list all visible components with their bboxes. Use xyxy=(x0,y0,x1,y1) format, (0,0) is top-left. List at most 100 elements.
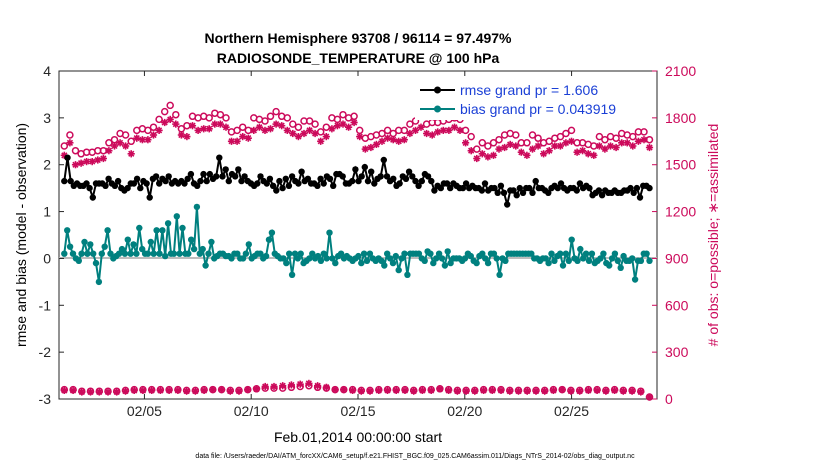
rmse-point xyxy=(320,180,327,187)
bias-point xyxy=(78,250,85,257)
rmse-point xyxy=(380,156,387,164)
rmse-point xyxy=(89,194,97,201)
bias-point xyxy=(75,257,83,264)
assimilated-count-bottom-point xyxy=(637,388,645,396)
bias-point xyxy=(173,213,180,220)
assimilated-count-point xyxy=(495,145,503,153)
rmse-point xyxy=(554,184,561,192)
assimilated-count-bottom-point xyxy=(314,382,322,390)
assimilated-count-point xyxy=(94,156,102,164)
bias-point xyxy=(366,250,374,257)
assimilated-count-point xyxy=(456,126,464,134)
assimilated-count-bottom-point xyxy=(349,386,357,394)
assimilated-count-bottom-point xyxy=(514,387,523,395)
bias-point xyxy=(262,252,270,260)
assimilated-count-point xyxy=(601,145,609,153)
bias-point xyxy=(280,255,287,262)
assimilated-count-bottom-point xyxy=(611,386,619,394)
rmse-point xyxy=(526,184,533,192)
assimilated-count-bottom-point xyxy=(383,386,392,394)
assimilated-count-point xyxy=(333,122,341,130)
bias-point xyxy=(617,264,624,271)
rmse-point xyxy=(636,194,644,201)
rmse-point xyxy=(269,182,277,189)
bias-point xyxy=(121,250,129,257)
assimilated-count-bottom-point xyxy=(305,379,313,387)
assimilated-count-point xyxy=(205,125,213,133)
assimilated-count-bottom-point xyxy=(445,386,453,394)
possible-count-point xyxy=(495,135,503,144)
assimilated-count-point xyxy=(216,120,224,128)
possible-count-point xyxy=(172,110,180,119)
rmse-point xyxy=(146,194,153,201)
rmse-point xyxy=(238,177,245,185)
bias-point xyxy=(283,259,290,267)
rmse-point xyxy=(330,182,337,189)
bias-point xyxy=(528,250,535,257)
bias-point xyxy=(363,257,371,264)
bias-point xyxy=(153,227,160,234)
bias-point xyxy=(637,257,645,264)
possible-count-point xyxy=(534,134,542,142)
assimilated-count-point xyxy=(428,131,436,139)
assimilated-count-point xyxy=(339,120,347,128)
rmse-point xyxy=(412,177,419,185)
assimilated-count-point xyxy=(467,147,475,155)
rmse-point xyxy=(266,175,274,182)
assimilated-count-point xyxy=(278,122,286,130)
assimilated-count-bottom-point xyxy=(497,386,505,394)
rmse-point xyxy=(390,175,397,182)
assimilated-count-point xyxy=(579,147,587,155)
rmse-point xyxy=(241,173,248,180)
bias-point xyxy=(542,255,549,262)
assimilated-count-bottom-point xyxy=(593,386,601,394)
assimilated-count-point xyxy=(473,154,481,163)
assimilated-count-point xyxy=(306,126,314,134)
bias-point xyxy=(162,252,169,260)
assimilated-count-bottom-point xyxy=(261,382,269,391)
assimilated-count-bottom-point xyxy=(576,387,584,395)
possible-count-point xyxy=(272,107,280,116)
bias-point xyxy=(150,250,157,257)
assimilated-count-point xyxy=(361,145,369,153)
bias-point xyxy=(608,255,616,262)
assimilated-count-point xyxy=(328,125,336,133)
y-left-tick-label: -2 xyxy=(39,344,52,360)
rmse-point xyxy=(396,180,403,187)
rmse-point xyxy=(282,175,289,182)
rmse-point xyxy=(431,187,438,194)
assimilated-count-point xyxy=(133,134,141,142)
assimilated-count-point xyxy=(300,129,308,138)
assimilated-count-bottom-point xyxy=(549,386,557,394)
rmse-point xyxy=(304,175,312,182)
assimilated-count-bottom-point xyxy=(60,386,68,394)
rmse-point xyxy=(285,182,293,189)
assimilated-count-bottom-point xyxy=(156,386,164,394)
assimilated-count-bottom-point xyxy=(392,386,400,394)
assimilated-count-point xyxy=(127,150,135,158)
assimilated-count-point xyxy=(489,151,498,159)
assimilated-count-point xyxy=(177,131,185,139)
x-tick-label: 02/25 xyxy=(554,403,589,419)
bias-point xyxy=(389,259,397,267)
bias-point xyxy=(176,250,183,257)
bias-point xyxy=(164,220,172,227)
assimilated-count-point xyxy=(105,147,113,155)
rmse-point xyxy=(194,182,201,189)
rmse-point xyxy=(124,184,131,192)
rmse-point xyxy=(358,173,365,180)
bias-point xyxy=(286,250,293,257)
assimilated-count-bottom-point xyxy=(270,382,278,391)
y-left-tick-label: -3 xyxy=(39,391,52,407)
bias-point xyxy=(101,243,108,250)
y-axis-right-label: # of obs: o=possible; ∗=assimilated xyxy=(705,124,721,347)
assimilated-count-bottom-point xyxy=(436,385,444,393)
bias-point xyxy=(441,262,449,269)
possible-count-point xyxy=(266,112,275,121)
assimilated-count-point xyxy=(266,125,275,133)
bias-point xyxy=(381,262,388,269)
bias-point xyxy=(87,241,94,248)
assimilated-count-bottom-point xyxy=(279,382,287,390)
rmse-point xyxy=(519,189,527,196)
bias-point xyxy=(585,257,593,264)
